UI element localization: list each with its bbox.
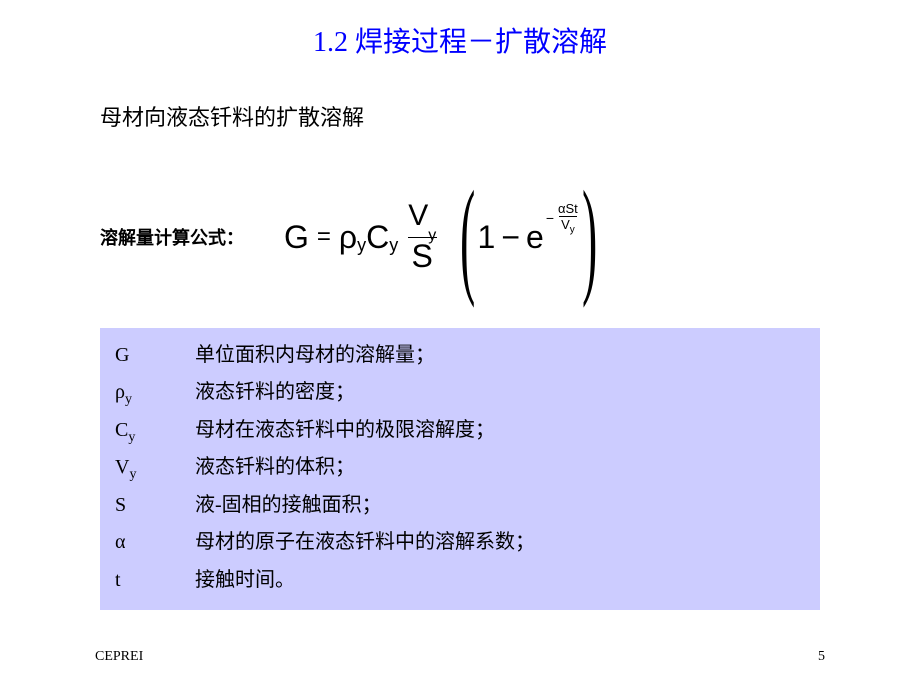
definitions-box: G 单位面积内母材的溶解量； ρy 液态钎料的密度； Cy 母材在液态钎料中的极… [100,328,820,611]
def-row: α 母材的原子在液态钎料中的溶解系数； [115,525,805,563]
paren-right: ) [582,182,597,293]
paren-minus: − [501,219,520,256]
def-row: Vy 液态钎料的体积； [115,450,805,488]
def-symbol: S [115,488,195,526]
formula-rho: ρ [339,219,357,256]
formula-row: 溶解量计算公式： G = ρy Cy Vy S ( 1 − e − αSt Vy [100,182,920,293]
def-row: G 单位面积内母材的溶解量； [115,338,805,376]
def-text: 母材的原子在液态钎料中的溶解系数； [195,525,535,560]
def-text: 液态钎料的体积； [195,450,355,485]
def-symbol: Vy [115,450,195,488]
exp-den-sub: y [570,224,575,235]
formula-frac-vy-s: Vy S [404,199,440,275]
exp-minus: − [546,210,554,226]
paren-left: ( [460,182,475,293]
exp-num-alpha: α [558,201,566,216]
formula-label: 溶解量计算公式： [100,224,244,250]
formula-c: C [366,219,389,256]
formula-lhs: G [284,219,309,256]
exp-wrap: e − αSt Vy [526,219,580,256]
frac-num-v: V [408,199,428,232]
exp-num-st: St [566,201,578,216]
formula: G = ρy Cy Vy S ( 1 − e − αSt Vy [284,182,611,293]
subtitle: 母材向液态钎料的扩散溶解 [100,100,920,132]
def-text: 液-固相的接触面积； [195,488,382,523]
formula-c-sub: y [389,235,398,256]
def-symbol: G [115,338,195,376]
formula-equals: = [317,223,331,251]
formula-paren: ( 1 − e − αSt Vy ) [446,182,611,293]
paren-one: 1 [478,219,496,256]
exp-frac: αSt Vy [556,201,580,236]
exp-superscript: − αSt Vy [546,201,580,236]
def-row: Cy 母材在液态钎料中的极限溶解度； [115,413,805,451]
frac-num-sub: y [428,227,436,244]
def-row: t 接触时间。 [115,563,805,601]
def-symbol: Cy [115,413,195,451]
def-text: 接触时间。 [195,563,295,598]
def-text: 液态钎料的密度； [195,375,355,410]
exp-den-v: V [561,217,570,232]
def-symbol: t [115,563,195,601]
def-symbol: ρy [115,375,195,413]
formula-rho-sub: y [357,235,366,256]
def-row: ρy 液态钎料的密度； [115,375,805,413]
def-symbol: α [115,525,195,563]
def-row: S 液-固相的接触面积； [115,488,805,526]
footer-left: CEPREI [95,649,143,665]
def-text: 母材在液态钎料中的极限溶解度； [195,413,495,448]
footer-page-number: 5 [818,649,825,665]
exp-base-e: e [526,219,544,256]
def-text: 单位面积内母材的溶解量； [195,338,435,373]
slide-title: 1.2 焊接过程－扩散溶解 [0,0,920,60]
